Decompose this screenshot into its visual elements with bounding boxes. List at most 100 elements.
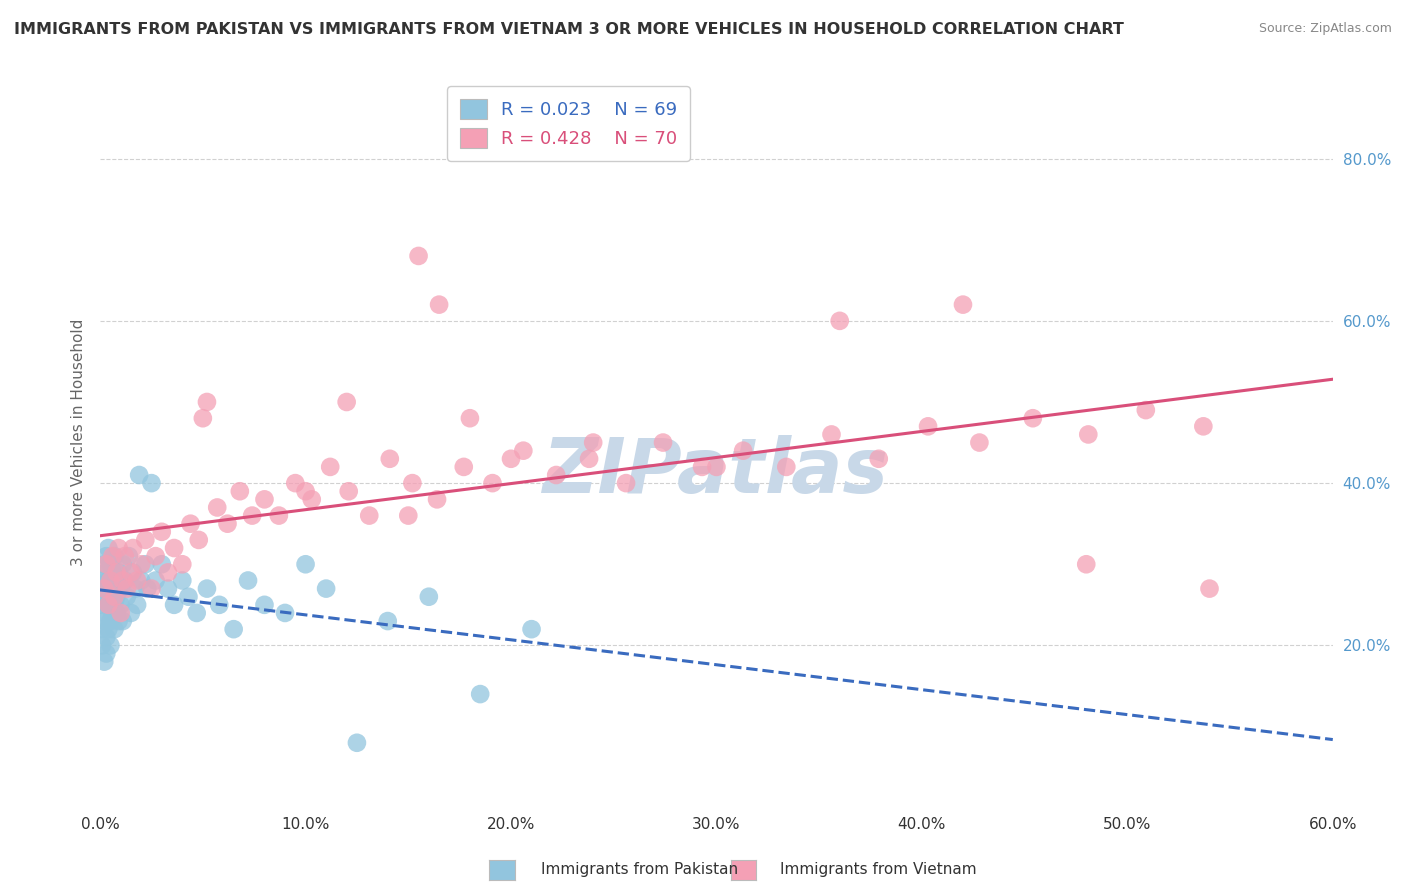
Point	[1135, 403, 1157, 417]
Point	[101, 549, 124, 563]
Point	[253, 598, 276, 612]
Point	[427, 298, 450, 312]
Point	[499, 451, 522, 466]
Point	[208, 598, 231, 612]
Point	[690, 459, 713, 474]
Text: Immigrants from Vietnam: Immigrants from Vietnam	[780, 863, 977, 877]
Point	[470, 687, 492, 701]
Point	[458, 411, 481, 425]
Point	[512, 443, 534, 458]
Point	[103, 590, 125, 604]
Point	[156, 566, 179, 580]
Point	[100, 574, 122, 588]
Point	[111, 614, 134, 628]
Point	[96, 606, 118, 620]
Point	[93, 614, 115, 628]
Point	[93, 590, 115, 604]
Point	[136, 582, 159, 596]
Point	[103, 598, 125, 612]
Point	[96, 549, 118, 563]
Point	[101, 606, 124, 620]
Y-axis label: 3 or more Vehicles in Household: 3 or more Vehicles in Household	[72, 318, 86, 566]
Point	[172, 558, 194, 572]
Point	[118, 549, 141, 563]
Point	[294, 484, 316, 499]
Point	[93, 582, 115, 596]
Point	[100, 639, 122, 653]
Point	[546, 468, 568, 483]
Point	[127, 574, 149, 588]
Point	[187, 533, 209, 547]
Point	[96, 558, 118, 572]
Point	[195, 582, 218, 596]
Point	[359, 508, 381, 523]
Point	[91, 574, 114, 588]
Point	[377, 614, 399, 628]
Point	[115, 590, 138, 604]
Point	[96, 566, 118, 580]
Point	[134, 533, 156, 547]
Point	[156, 582, 179, 596]
Point	[134, 558, 156, 572]
Point	[191, 411, 214, 425]
Point	[114, 574, 136, 588]
Point	[614, 476, 637, 491]
Point	[91, 622, 114, 636]
Point	[101, 566, 124, 580]
Point	[91, 639, 114, 653]
Point	[96, 630, 118, 644]
Point	[107, 566, 129, 580]
Point	[91, 598, 114, 612]
Point	[103, 622, 125, 636]
Point	[418, 590, 440, 604]
Point	[706, 459, 728, 474]
Point	[120, 566, 142, 580]
Point	[284, 476, 307, 491]
Point	[408, 249, 430, 263]
Point	[578, 451, 600, 466]
Point	[127, 598, 149, 612]
Point	[93, 558, 115, 572]
Point	[240, 508, 263, 523]
Point	[124, 582, 146, 596]
Point	[115, 582, 138, 596]
Point	[236, 574, 259, 588]
Point	[294, 558, 316, 572]
Point	[101, 582, 124, 596]
Point	[319, 459, 342, 474]
Point	[520, 622, 543, 636]
Point	[346, 736, 368, 750]
Point	[128, 468, 150, 483]
Point	[337, 484, 360, 499]
Text: IMMIGRANTS FROM PAKISTAN VS IMMIGRANTS FROM VIETNAM 3 OR MORE VEHICLES IN HOUSEH: IMMIGRANTS FROM PAKISTAN VS IMMIGRANTS F…	[14, 22, 1123, 37]
Point	[97, 574, 120, 588]
Point	[820, 427, 842, 442]
Point	[111, 574, 134, 588]
Point	[186, 606, 208, 620]
Point	[107, 614, 129, 628]
Point	[1022, 411, 1045, 425]
Point	[105, 590, 128, 604]
Point	[100, 614, 122, 628]
Point	[97, 622, 120, 636]
Point	[952, 298, 974, 312]
Point	[110, 606, 132, 620]
Point	[301, 492, 323, 507]
Point	[917, 419, 939, 434]
Point	[336, 395, 359, 409]
Point	[253, 492, 276, 507]
Text: Source: ZipAtlas.com: Source: ZipAtlas.com	[1258, 22, 1392, 36]
Point	[163, 541, 186, 555]
Point	[969, 435, 991, 450]
Point	[93, 655, 115, 669]
Point	[93, 582, 115, 596]
Point	[582, 435, 605, 450]
Point	[180, 516, 202, 531]
Point	[453, 459, 475, 474]
Point	[229, 484, 252, 499]
Point	[652, 435, 675, 450]
Point	[97, 598, 120, 612]
Point	[315, 582, 337, 596]
Point	[150, 558, 173, 572]
Point	[274, 606, 297, 620]
